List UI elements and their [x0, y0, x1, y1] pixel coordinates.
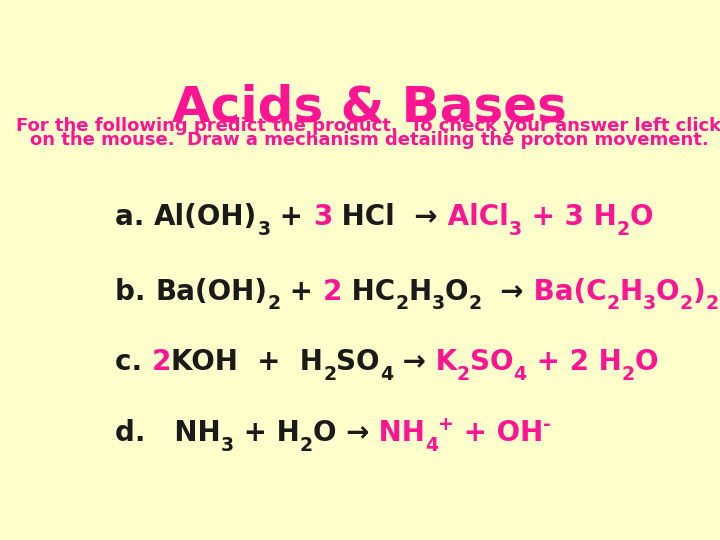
Text: 3: 3	[508, 220, 521, 239]
Text: →: →	[482, 278, 524, 306]
Text: 2: 2	[323, 365, 336, 384]
Text: →: →	[395, 203, 438, 231]
Text: O: O	[445, 278, 469, 306]
Text: O →: O →	[312, 419, 369, 447]
Text: Ba(C: Ba(C	[524, 278, 607, 306]
Text: 2: 2	[680, 294, 693, 313]
Text: HCl: HCl	[333, 203, 395, 231]
Text: H: H	[409, 278, 432, 306]
Text: 2: 2	[300, 436, 312, 455]
Text: +: +	[280, 278, 323, 306]
Text: 2: 2	[607, 294, 620, 313]
Text: 3: 3	[432, 294, 445, 313]
Text: + H: + H	[234, 419, 300, 447]
Text: SO: SO	[470, 348, 513, 376]
Text: + 2 H: + 2 H	[719, 278, 720, 306]
Text: +: +	[438, 415, 454, 434]
Text: O: O	[634, 348, 658, 376]
Text: O: O	[629, 203, 653, 231]
Text: 2: 2	[616, 220, 629, 239]
Text: c.: c.	[115, 348, 152, 376]
Text: 3: 3	[221, 436, 234, 455]
Text: a.: a.	[115, 203, 154, 231]
Text: 2: 2	[469, 294, 482, 313]
Text: H: H	[620, 278, 643, 306]
Text: b.: b.	[115, 278, 156, 306]
Text: KOH  +  H: KOH + H	[171, 348, 323, 376]
Text: 2: 2	[323, 278, 343, 306]
Text: AlCl: AlCl	[438, 203, 508, 231]
Text: 4: 4	[379, 365, 393, 384]
Text: d.   NH: d. NH	[115, 419, 221, 447]
Text: 3: 3	[313, 203, 333, 231]
Text: HC: HC	[343, 278, 395, 306]
Text: 4: 4	[513, 365, 526, 384]
Text: 3: 3	[643, 294, 656, 313]
Text: Al(OH): Al(OH)	[154, 203, 257, 231]
Text: O: O	[656, 278, 680, 306]
Text: + 2 H: + 2 H	[526, 348, 621, 376]
Text: For the following predict the product.  To check your answer left click: For the following predict the product. T…	[17, 117, 720, 135]
Text: 2: 2	[267, 294, 280, 313]
Text: 2: 2	[706, 294, 719, 313]
Text: + OH: + OH	[454, 419, 543, 447]
Text: K: K	[426, 348, 457, 376]
Text: 2: 2	[621, 365, 634, 384]
Text: +: +	[271, 203, 313, 231]
Text: 2: 2	[395, 294, 409, 313]
Text: Ba(OH): Ba(OH)	[156, 278, 267, 306]
Text: ): )	[693, 278, 706, 306]
Text: -: -	[543, 415, 551, 434]
Text: 2: 2	[457, 365, 470, 384]
Text: SO: SO	[336, 348, 379, 376]
Text: →: →	[393, 348, 426, 376]
Text: + 3 H: + 3 H	[521, 203, 616, 231]
Text: Acids & Bases: Acids & Bases	[171, 84, 567, 132]
Text: 3: 3	[257, 220, 271, 239]
Text: on the mouse.  Draw a mechanism detailing the proton movement.: on the mouse. Draw a mechanism detailing…	[30, 131, 708, 150]
Text: 4: 4	[425, 436, 438, 455]
Text: 2: 2	[152, 348, 171, 376]
Text: NH: NH	[369, 419, 425, 447]
